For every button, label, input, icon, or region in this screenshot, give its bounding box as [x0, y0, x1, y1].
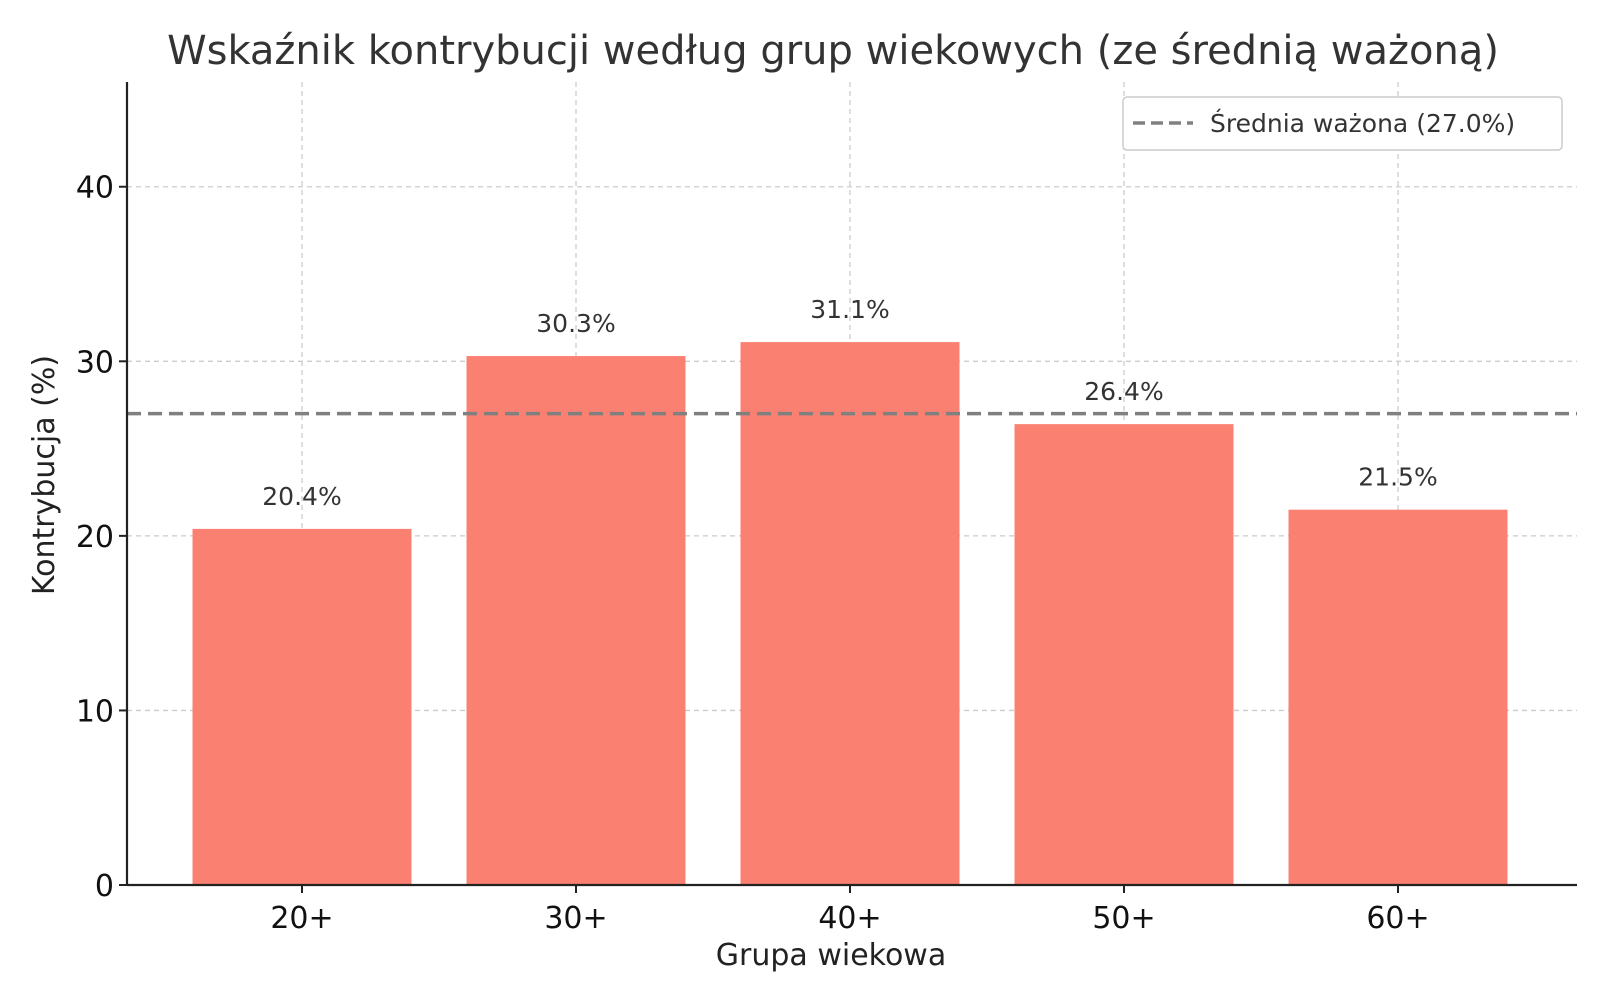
x-tick-label: 50+ — [1092, 901, 1155, 936]
axes-group — [125, 82, 1577, 887]
x-tick-label: 40+ — [818, 901, 881, 936]
bar-data-label: 30.3% — [536, 309, 615, 338]
y-tick-label: 40 — [76, 171, 114, 206]
bar — [192, 528, 412, 885]
bar-data-label: 31.1% — [810, 295, 889, 324]
legend-label-weighted-average: Średnia ważona (27.0%) — [1210, 108, 1515, 138]
bar — [466, 356, 686, 885]
y-axis-label: Kontrybucja (%) — [27, 355, 62, 595]
x-ticks-group: 20+ 30+ 40+ 50+ 60+ — [270, 885, 1430, 936]
bars-group — [192, 342, 1508, 885]
y-tick-label: 10 — [76, 694, 114, 729]
bar-data-label: 21.5% — [1358, 463, 1437, 492]
legend: Średnia ważona (27.0%) — [1122, 96, 1563, 151]
x-tick-label: 60+ — [1366, 901, 1429, 936]
bar-data-label: 20.4% — [262, 482, 341, 511]
bar-data-label: 26.4% — [1084, 377, 1163, 406]
x-tick-label: 20+ — [270, 901, 333, 936]
bar-labels-group: 20.4% 30.3% 31.1% 26.4% 21.5% — [262, 295, 1437, 511]
x-axis-label: Grupa wiekowa — [716, 938, 946, 973]
chart-title: Wskaźnik kontrybucji według grup wiekowy… — [167, 28, 1499, 74]
y-ticks-group: 0 10 20 30 40 — [76, 171, 127, 904]
bar — [1288, 509, 1508, 885]
bar — [1014, 424, 1234, 885]
legend-box — [1122, 96, 1563, 151]
x-tick-label: 30+ — [544, 901, 607, 936]
y-tick-label: 20 — [76, 520, 114, 555]
bar — [740, 342, 960, 885]
y-tick-label: 30 — [76, 345, 114, 380]
y-tick-label: 0 — [95, 869, 114, 904]
